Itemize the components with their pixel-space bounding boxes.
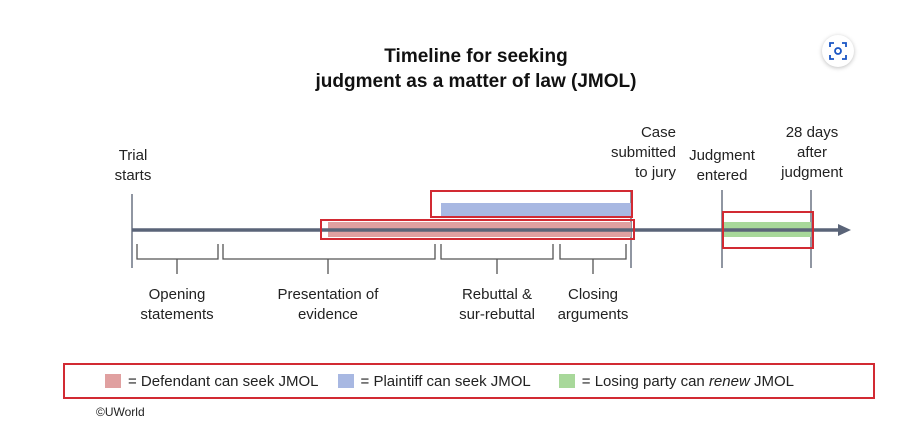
- closing-bracket: [559, 244, 627, 274]
- opening-bracket: [136, 244, 219, 274]
- presentation-bracket: [222, 244, 436, 274]
- defendant-swatch: [105, 374, 121, 388]
- defendant-highlight: [320, 219, 635, 240]
- legend-plaintiff-label: = Plaintiff can seek JMOL: [360, 372, 531, 390]
- legend-losing: = Losing party can renew JMOL: [558, 372, 794, 390]
- presentation-of-evidence-label: Presentation of evidence: [277, 286, 379, 323]
- legend-losing-emph: renew: [708, 372, 750, 390]
- plaintiff-highlight: [430, 190, 633, 218]
- legend-defendant: = Defendant can seek JMOL: [105, 373, 319, 390]
- legend-losing-prefix: = Losing party can: [581, 372, 709, 390]
- title-line-1: Timeline for seeking: [384, 46, 568, 67]
- rebuttal-label: Rebuttal & sur-rebuttal: [459, 286, 535, 323]
- trial-starts-label: Trial starts: [114, 147, 152, 184]
- opening-statements-label: Opening statements: [140, 286, 214, 323]
- title-line-2: judgment as a matter of law (JMOL): [315, 71, 637, 92]
- timeline-arrowhead: [838, 224, 851, 236]
- legend-plaintiff: = Plaintiff can seek JMOL: [337, 372, 531, 390]
- plaintiff-swatch: [337, 374, 354, 388]
- legend: = Defendant can seek JMOL = Plaintiff ca…: [63, 363, 875, 399]
- case-submitted-label: Case submitted to jury: [610, 124, 676, 181]
- losing-swatch: [558, 374, 575, 388]
- closing-arguments-label: Closing arguments: [557, 286, 629, 323]
- rebuttal-bracket: [440, 244, 554, 274]
- focus-frame-icon: [829, 42, 847, 60]
- judgment-entered-label: Judgment entered: [689, 147, 755, 184]
- diagram-title: Timeline for seeking judgment as a matte…: [0, 44, 901, 94]
- copyright: ©UWorld: [96, 405, 145, 419]
- losing-party-highlight: [722, 211, 814, 249]
- legend-losing-suffix: JMOL: [749, 372, 794, 390]
- focus-button[interactable]: [822, 35, 854, 67]
- plaintiff-bar: [441, 203, 631, 218]
- legend-defendant-label: = Defendant can seek JMOL: [128, 372, 319, 390]
- days-after-label: 28 days after judgment: [781, 124, 843, 181]
